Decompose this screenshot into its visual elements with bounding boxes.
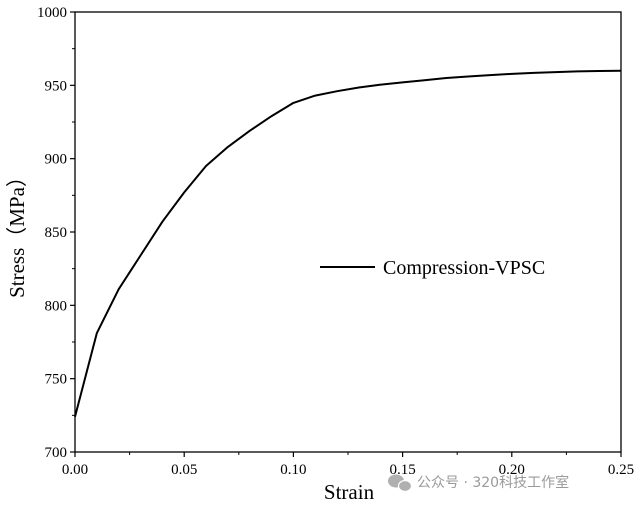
watermark-text: 公众号 · 320科技工作室 xyxy=(417,474,569,491)
x-tick-label: 0.10 xyxy=(280,462,306,478)
y-tick-label: 700 xyxy=(45,445,68,461)
series-lines xyxy=(74,69,622,418)
legend: Compression-VPSC xyxy=(320,257,545,279)
wechat-icon xyxy=(388,474,413,493)
y-tick-label: 800 xyxy=(45,298,68,314)
x-tick-label: 0.00 xyxy=(62,462,88,478)
y-tick-label: 950 xyxy=(45,78,68,94)
x-tick-label: 0.25 xyxy=(608,462,634,478)
x-axis-ticks: 0.00 0.05 0.10 0.15 0.20 0.25 xyxy=(62,452,634,478)
y-tick-label: 1000 xyxy=(37,5,67,21)
x-tick-label: 0.15 xyxy=(389,462,415,478)
legend-label: Compression-VPSC xyxy=(383,257,545,279)
y-tick-label: 750 xyxy=(45,372,68,388)
series-line-compression-vpsc xyxy=(74,69,622,418)
x-tick-label: 0.20 xyxy=(499,462,525,478)
y-tick-label: 900 xyxy=(45,152,68,168)
y-tick-label: 850 xyxy=(45,225,68,241)
watermark: 公众号 · 320科技工作室 xyxy=(388,474,569,493)
y-axis-ticks: 700 750 800 850 900 950 1000 xyxy=(37,5,75,461)
x-axis-title: Strain xyxy=(324,480,375,504)
y-axis-title: Stress（MPa） xyxy=(5,166,29,298)
x-tick-label: 0.05 xyxy=(171,462,197,478)
